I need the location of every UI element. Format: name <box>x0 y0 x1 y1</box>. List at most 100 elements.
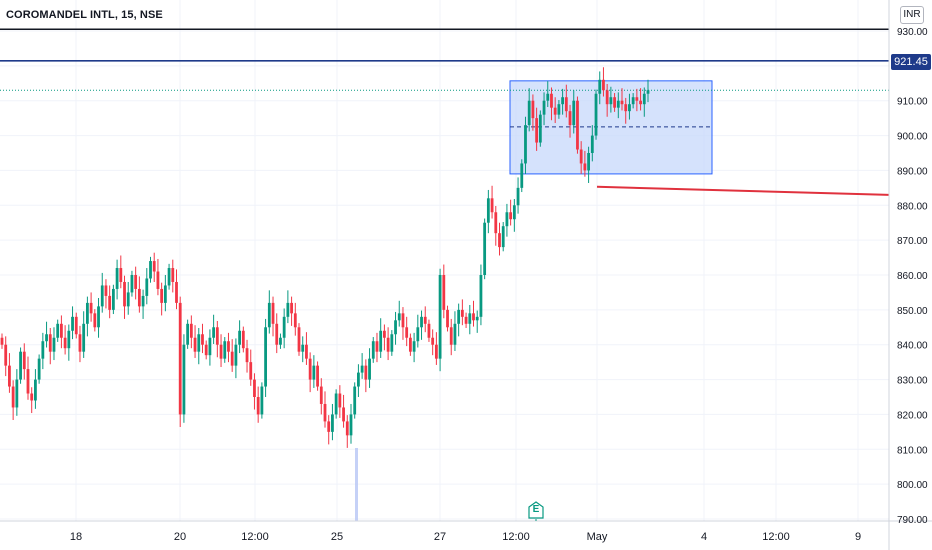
candle-body <box>531 100 535 119</box>
candle-body <box>308 358 312 380</box>
candle-body <box>234 344 238 366</box>
candle-body <box>52 337 56 352</box>
candle-body <box>453 323 457 345</box>
x-tick-label: 18 <box>70 531 82 543</box>
trendline[interactable] <box>596 185 890 196</box>
candle-body <box>293 313 297 328</box>
x-tick-label: 25 <box>331 531 343 543</box>
candle-body <box>264 327 267 387</box>
candle-body <box>227 341 230 352</box>
earnings-label: E <box>532 504 540 515</box>
candle-body <box>564 97 568 112</box>
candle-body <box>312 365 316 380</box>
candle-body <box>123 281 126 307</box>
candle-body <box>464 316 468 324</box>
candle-body <box>602 79 605 91</box>
plot-area <box>0 0 889 521</box>
candle-body <box>201 334 204 345</box>
candle-body <box>241 330 245 349</box>
candle-body <box>89 302 93 314</box>
candle-body <box>197 334 201 352</box>
candle-body <box>126 292 130 307</box>
candle-body <box>642 93 646 105</box>
x-tick-label: May <box>587 531 608 543</box>
earnings-badge[interactable]: E <box>528 501 544 519</box>
candle-body <box>386 337 390 352</box>
candle-body <box>100 285 104 307</box>
candle-body <box>219 344 223 359</box>
candle-body <box>163 285 167 303</box>
candle-body <box>542 100 546 115</box>
y-tick-label: 790.00 <box>897 515 928 526</box>
candle-body <box>327 421 331 432</box>
candle-body <box>527 100 531 126</box>
candle-body <box>360 365 364 373</box>
candle-body <box>628 104 631 112</box>
y-tick-label: 850.00 <box>897 306 928 317</box>
candle-body <box>223 341 227 359</box>
candle-body <box>82 323 86 352</box>
x-tick-label: 9 <box>855 531 861 543</box>
candle-body <box>635 97 639 101</box>
candle-body <box>171 268 175 282</box>
candle-body <box>535 118 539 143</box>
candle-body <box>175 281 178 303</box>
candle-body <box>48 334 52 352</box>
candle-body <box>427 323 431 338</box>
candle-body <box>78 334 82 352</box>
candle-body <box>468 313 472 324</box>
candle-body <box>11 386 15 408</box>
candle-body <box>509 212 513 220</box>
candle-body <box>490 198 494 213</box>
candle-body <box>305 344 308 359</box>
candle-body <box>130 275 134 293</box>
candle-body <box>561 97 565 105</box>
y-tick-label: 890.00 <box>897 166 928 177</box>
candle-body <box>412 341 416 352</box>
candle-body <box>397 313 401 321</box>
candle-body <box>97 306 100 328</box>
candle-body <box>568 111 572 126</box>
candle-body <box>204 344 208 356</box>
candle-body <box>587 153 590 171</box>
candle-body <box>550 93 553 108</box>
candle-body <box>63 337 67 349</box>
candle-body <box>286 302 290 317</box>
x-tick-label: 20 <box>174 531 186 543</box>
candle-body <box>583 163 587 171</box>
y-tick-label: 860.00 <box>897 271 928 282</box>
candle-body <box>249 362 253 380</box>
candle-body <box>26 369 30 394</box>
candle-body <box>520 163 524 188</box>
candle-body <box>275 323 279 345</box>
candle-body <box>364 365 368 380</box>
candle-body <box>486 198 490 223</box>
candle-body <box>182 344 186 415</box>
candle-body <box>553 107 557 115</box>
candle-body <box>156 271 160 289</box>
candle-body <box>379 330 383 352</box>
candle-body <box>267 302 271 328</box>
candle-body <box>609 97 613 105</box>
candle-body <box>605 90 609 105</box>
candle-body <box>4 344 8 366</box>
candle-body <box>74 316 78 335</box>
currency-button[interactable]: INR <box>900 6 924 24</box>
y-tick-label: 930.00 <box>897 27 928 38</box>
candle-body <box>579 149 583 164</box>
candle-body <box>215 327 219 345</box>
candle-body <box>0 337 4 345</box>
candle-body <box>345 421 349 436</box>
candle-body <box>15 379 19 408</box>
candle-body <box>479 275 483 317</box>
candle-body <box>189 323 193 338</box>
candle-body <box>56 323 60 338</box>
y-tick-label: 900.00 <box>897 132 928 143</box>
candle-body <box>639 100 642 105</box>
candle-body <box>93 313 97 328</box>
y-tick-label: 830.00 <box>897 376 928 387</box>
candle-body <box>349 414 353 436</box>
candle-body <box>472 313 475 321</box>
candle-body <box>524 125 527 164</box>
